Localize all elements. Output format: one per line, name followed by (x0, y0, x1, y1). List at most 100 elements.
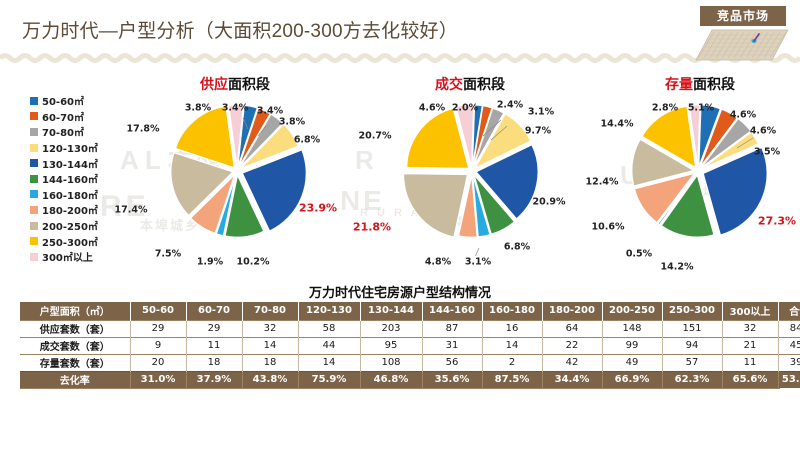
pie-label-supply-6: 1.9% (196, 256, 224, 268)
pie-title-stock-highlight: 存量 (665, 76, 693, 92)
pie-slice[interactable] (702, 146, 768, 236)
cell: 29 (185, 319, 242, 337)
legend-swatch-3 (30, 143, 38, 152)
table-bottom-rule (20, 388, 780, 389)
legend-item[interactable]: 70-80㎡ (30, 124, 130, 140)
pie-slice[interactable] (227, 104, 245, 167)
cell: 53.5% (777, 370, 800, 388)
cell: 31 (421, 336, 482, 354)
table-row: 供应套数（套） 29 29 32 58 203 87 16 64 148 151… (20, 319, 800, 337)
data-table-section: 万力时代住宅房源户型结构情况 户型面积（㎡） 50-60 60-70 70-80… (20, 283, 800, 389)
legend-item[interactable]: 300㎡以上 (30, 249, 130, 265)
th-8: 180-200 (541, 302, 602, 320)
pie-label-supply-5: 10.2% (236, 256, 270, 268)
legend-label-9: 250-300㎡ (42, 237, 98, 249)
cell: 32 (241, 319, 298, 337)
pie-title-supply-rest: 面积段 (228, 76, 270, 92)
pie-slice[interactable] (189, 174, 236, 235)
pie-slice[interactable] (455, 104, 475, 167)
legend-swatch-1 (30, 112, 38, 121)
legend-item[interactable]: 144-160㎡ (30, 171, 130, 187)
pie-label-deal-7: 4.8% (424, 256, 452, 268)
legend-item[interactable]: 180-200㎡ (30, 202, 130, 218)
th-10: 250-300 (661, 302, 722, 320)
pie-slice[interactable] (239, 113, 284, 169)
pie-slice[interactable] (631, 138, 696, 187)
pie-slice[interactable] (641, 105, 697, 169)
legend-swatch-6 (30, 190, 38, 199)
legend-item[interactable]: 50-60㎡ (30, 93, 130, 109)
th-5: 130-144 (359, 302, 422, 320)
cell: 18 (185, 353, 242, 371)
legend-item[interactable]: 120-130㎡ (30, 140, 130, 156)
cell: 94 (661, 336, 722, 354)
pie-slice[interactable] (402, 173, 469, 238)
pie-slice[interactable] (174, 105, 236, 169)
pie-label-deal-6: 3.1% (464, 256, 492, 268)
pie-slice[interactable] (473, 113, 532, 170)
row-label: 存量套数（套） (20, 353, 130, 371)
pie-label-deal-3: 9.7% (524, 125, 552, 137)
legend-swatch-5 (30, 174, 38, 183)
pie-slice[interactable] (406, 107, 470, 170)
cell: 35.6% (421, 370, 482, 388)
mat-illustration (695, 29, 789, 61)
pie-slice[interactable] (660, 173, 715, 238)
pie-label-stock-4: 27.3% (757, 214, 797, 228)
pie-slice[interactable] (699, 108, 739, 168)
pie-slice[interactable] (475, 143, 539, 220)
cell: 99 (601, 336, 662, 354)
pie-slice[interactable] (224, 173, 265, 238)
cell: 49 (601, 353, 662, 371)
legend-item[interactable]: 130-144㎡ (30, 155, 130, 171)
pie-label-deal-8: 21.8% (352, 220, 392, 234)
pie-slice[interactable] (698, 104, 722, 168)
pie-label-stock-3: 3.5% (753, 146, 781, 158)
pie-slice[interactable] (633, 172, 697, 224)
pie-slice[interactable] (170, 151, 235, 217)
row-label: 成交套数（套） (20, 336, 130, 354)
pie-slice[interactable] (238, 107, 272, 168)
pie-slice[interactable] (688, 104, 701, 167)
pie-label-deal-4: 20.9% (532, 196, 566, 208)
pie-label-stock-5: 14.2% (660, 261, 694, 273)
legend-swatch-7 (30, 205, 38, 214)
legend-item[interactable]: 250-300㎡ (30, 233, 130, 249)
cell: 18 (241, 353, 298, 371)
legend-label-0: 50-60㎡ (42, 97, 84, 109)
pie-slice[interactable] (215, 174, 237, 237)
cell: 44 (297, 336, 360, 354)
legend: 50-60㎡ 60-70㎡ 70-80㎡ 120-130㎡ 130-144㎡ 1… (30, 93, 130, 265)
legend-label-4: 130-144㎡ (42, 159, 98, 171)
pin-icon (751, 33, 760, 43)
pie-slice[interactable] (700, 117, 752, 169)
pie-slice[interactable] (237, 104, 259, 168)
cell: 95 (359, 336, 422, 354)
pie-slice[interactable] (241, 149, 307, 232)
cell: 14 (297, 353, 360, 371)
legend-item[interactable]: 200-250㎡ (30, 218, 130, 234)
badge-label: 竞品市场 (700, 6, 786, 26)
cell: 64 (541, 319, 602, 337)
th-11: 300以上 (721, 302, 778, 320)
pie-label-deal-2: 3.1% (527, 106, 555, 118)
pie-label-supply-8: 17.4% (114, 204, 148, 216)
pie-slice[interactable] (657, 174, 696, 226)
legend-item[interactable]: 60-70㎡ (30, 109, 130, 125)
legend-item[interactable]: 160-180㎡ (30, 187, 130, 203)
pie-slice[interactable] (240, 123, 300, 170)
pie-slice[interactable] (472, 174, 491, 238)
cell: 849 (777, 319, 800, 337)
th-2: 60-70 (185, 302, 242, 320)
cell: 65.6% (721, 370, 778, 388)
pie-slice[interactable] (473, 174, 516, 235)
cell: 31.0% (129, 370, 186, 388)
legend-swatch-2 (30, 127, 38, 136)
table-caption: 万力时代住宅房源户型结构情况 (308, 285, 491, 300)
pie-label-deal-5: 6.8% (503, 241, 531, 253)
legend-label-7: 180-200㎡ (42, 206, 98, 218)
pie-label-supply-7: 7.5% (154, 248, 182, 260)
cell: 9 (129, 336, 186, 354)
pie-label-deal-9: 20.7% (358, 130, 392, 142)
pie-slice[interactable] (457, 175, 478, 238)
